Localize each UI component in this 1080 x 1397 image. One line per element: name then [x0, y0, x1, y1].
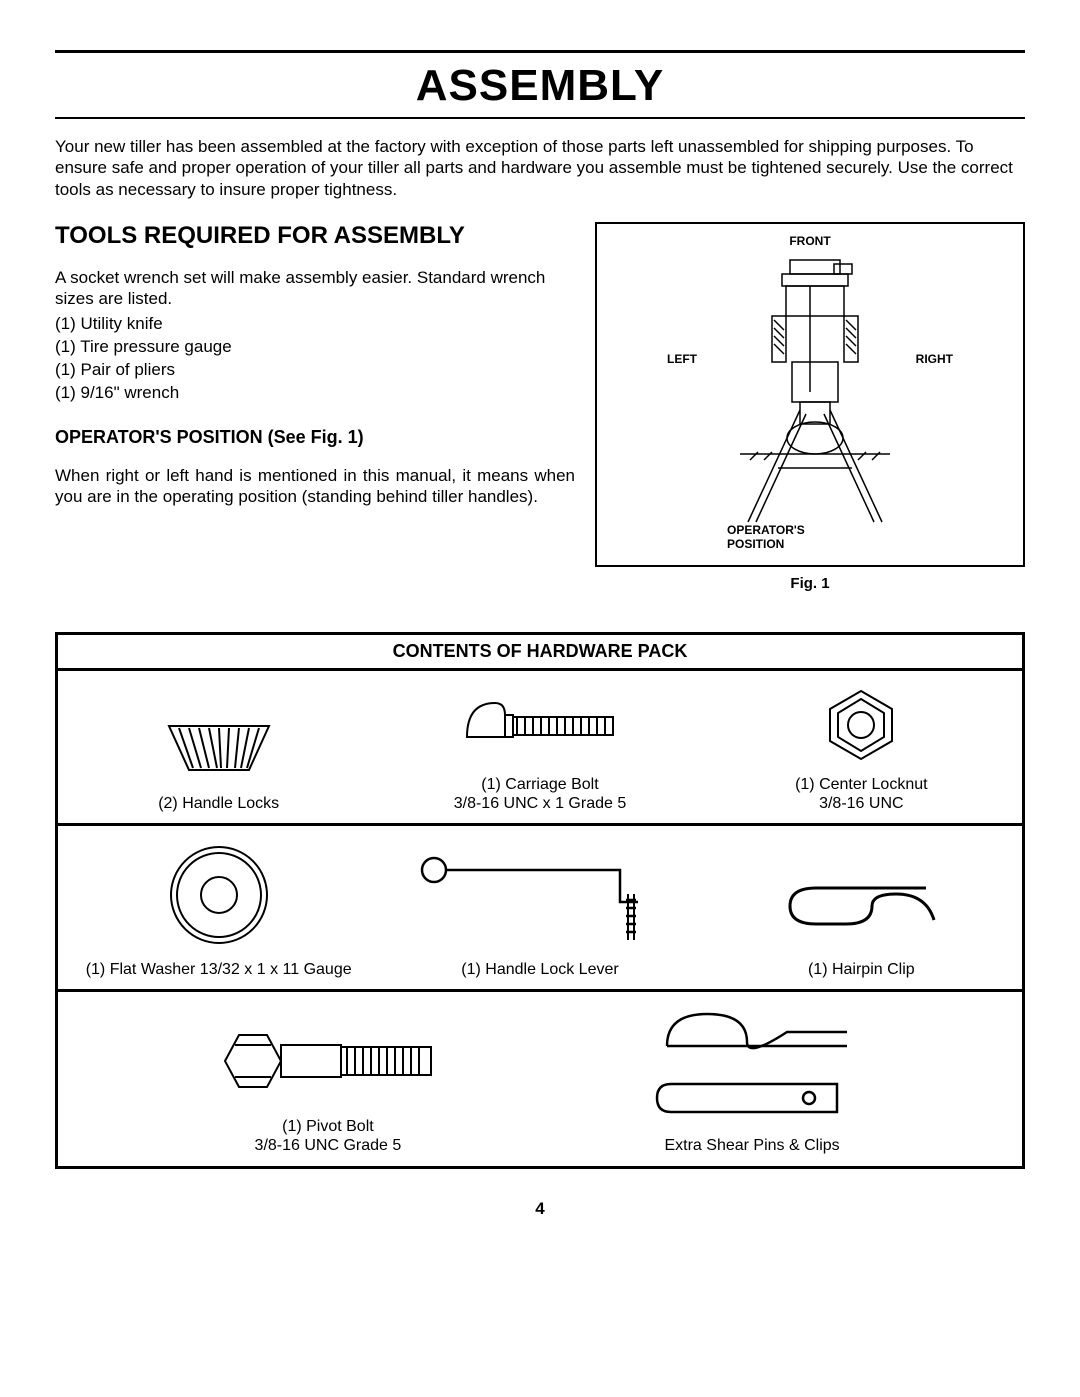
carriage-bolt-icon [455, 685, 625, 765]
flat-washer-icon [159, 840, 279, 950]
hardware-row: (1) Pivot Bolt 3/8-16 UNC Grade 5 Extra S… [58, 992, 1022, 1165]
hw-label: (1) Flat Washer 13/32 x 1 x 11 Gauge [86, 961, 352, 978]
tools-intro: A socket wrench set will make assembly e… [55, 267, 575, 310]
hardware-cell: Extra Shear Pins & Clips [540, 992, 964, 1165]
hardware-cell: (1) Hairpin Clip [701, 826, 1022, 989]
hardware-row: (2) Handle Locks (1) Carriage Bolt 3/8-16… [58, 671, 1022, 826]
hw-label: (1) Center Locknut [795, 776, 928, 793]
fig1-label-front: FRONT [789, 234, 830, 248]
figure-1-box: FRONT LEFT RIGHT OPERATOR'S POSITION [595, 222, 1025, 567]
operator-heading: OPERATOR'S POSITION (See Fig. 1) [55, 427, 575, 448]
hw-label: Extra Shear Pins & Clips [664, 1137, 839, 1154]
hardware-cell: (2) Handle Locks [58, 671, 379, 823]
hw-label: (1) Carriage Bolt [481, 776, 598, 793]
fig1-label-left: LEFT [667, 352, 697, 366]
tool-item: (1) Utility knife [55, 313, 575, 336]
hw-label: (1) Hairpin Clip [808, 961, 915, 978]
hardware-pack-table: CONTENTS OF HARDWARE PACK (2) Handle Loc… [55, 632, 1025, 1169]
hardware-cell: (1) Pivot Bolt 3/8-16 UNC Grade 5 [116, 992, 540, 1165]
hardware-pack-title: CONTENTS OF HARDWARE PACK [58, 635, 1022, 671]
hw-sublabel: 3/8-16 UNC x 1 Grade 5 [454, 795, 627, 812]
title-underline [55, 117, 1025, 119]
hairpin-clip-icon [776, 860, 946, 950]
hw-sublabel: 3/8-16 UNC [819, 795, 903, 812]
intro-paragraph: Your new tiller has been assembled at th… [55, 136, 1025, 200]
tool-item: (1) 9/16" wrench [55, 382, 575, 405]
hardware-cell: (1) Handle Lock Lever [379, 826, 700, 989]
tool-item: (1) Pair of pliers [55, 359, 575, 382]
tool-item: (1) Tire pressure gauge [55, 336, 575, 359]
tool-list: (1) Utility knife (1) Tire pressure gaug… [55, 313, 575, 405]
hw-label: (2) Handle Locks [158, 795, 279, 812]
hardware-cell: (1) Carriage Bolt 3/8-16 UNC x 1 Grade 5 [379, 671, 700, 823]
hw-label: (1) Pivot Bolt [282, 1118, 374, 1135]
page-title: ASSEMBLY [55, 61, 1025, 111]
tiller-diagram-icon [700, 242, 920, 532]
center-locknut-icon [816, 685, 906, 765]
two-column-region: TOOLS REQUIRED FOR ASSEMBLY A socket wre… [55, 222, 1025, 592]
shear-pins-clips-icon [637, 1006, 867, 1126]
right-column: FRONT LEFT RIGHT OPERATOR'S POSITION [595, 222, 1025, 592]
hardware-cell: (1) Flat Washer 13/32 x 1 x 11 Gauge [58, 826, 379, 989]
hw-sublabel: 3/8-16 UNC Grade 5 [255, 1137, 402, 1154]
page-number: 4 [55, 1199, 1025, 1219]
hardware-cell: (1) Center Locknut 3/8-16 UNC [701, 671, 1022, 823]
hardware-row: (1) Flat Washer 13/32 x 1 x 11 Gauge (1)… [58, 826, 1022, 992]
handle-lock-lever-icon [410, 840, 670, 950]
fig1-label-right: RIGHT [916, 352, 953, 366]
tools-heading: TOOLS REQUIRED FOR ASSEMBLY [55, 222, 575, 250]
fig1-label-op1: OPERATOR'S [727, 523, 805, 537]
pivot-bolt-icon [213, 1017, 443, 1107]
operator-text: When right or left hand is mentioned in … [55, 465, 575, 508]
figure-1-caption: Fig. 1 [595, 575, 1025, 592]
handle-locks-icon [149, 714, 289, 784]
left-column: TOOLS REQUIRED FOR ASSEMBLY A socket wre… [55, 222, 575, 592]
hw-label: (1) Handle Lock Lever [461, 961, 618, 978]
fig1-label-op2: POSITION [727, 537, 784, 551]
top-rule [55, 50, 1025, 53]
